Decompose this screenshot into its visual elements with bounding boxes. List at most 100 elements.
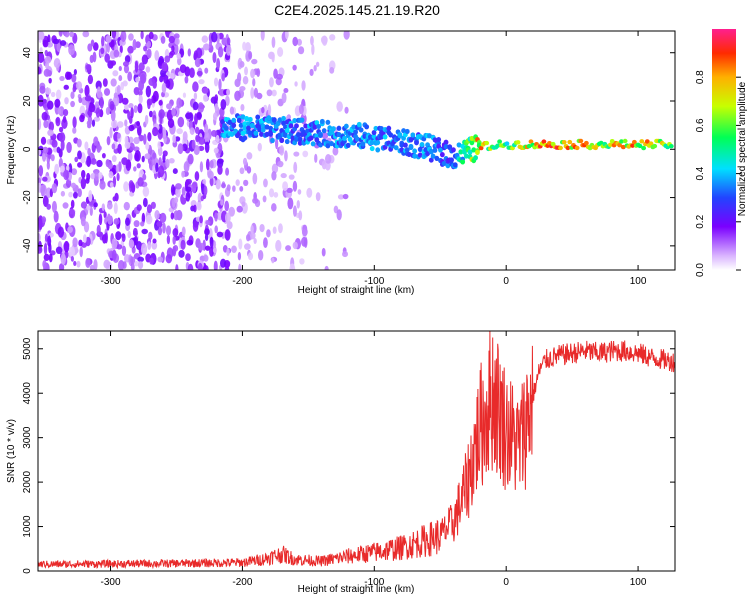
- spectrogram-ridge-mark: [259, 131, 264, 137]
- spectrogram-noise-mark: [64, 71, 71, 80]
- spectrogram-ridge-mark: [355, 136, 360, 142]
- spectrogram-noise-mark: [205, 220, 211, 226]
- spectrogram-noise-mark: [46, 100, 54, 110]
- spectrogram-noise-mark: [193, 92, 198, 100]
- spectrogram-noise-mark: [253, 87, 259, 98]
- spectrogram-noise-mark: [72, 237, 78, 248]
- spectrogram-noise-mark: [226, 248, 230, 256]
- spectrogram-ridge-mark: [430, 153, 436, 159]
- spectrogram-noise-mark: [152, 90, 159, 102]
- spectrogram-noise-mark: [79, 246, 83, 258]
- spectrogram-noise-mark: [78, 97, 83, 104]
- spectrogram-noise-mark: [120, 31, 127, 42]
- spectrogram-ridge-mark: [371, 129, 377, 136]
- spectrogram-noise-mark: [135, 41, 141, 49]
- snr-y-tick-label: 0: [22, 568, 33, 574]
- spectrogram-noise-mark: [152, 238, 157, 244]
- spectrogram-noise-mark: [70, 100, 75, 108]
- spectrogram-noise-mark: [130, 256, 136, 265]
- spectrogram-ridge-mark: [318, 142, 323, 148]
- spectrogram-noise-mark: [127, 45, 134, 54]
- spectrogram-noise-mark: [165, 225, 172, 236]
- spectrogram-noise-mark: [116, 172, 120, 182]
- spectrogram-noise-mark: [234, 78, 241, 88]
- colorbar-ticks: 0.0 0.2 0.4 0.6 0.8: [695, 70, 741, 277]
- spectrogram-noise-mark: [151, 158, 156, 166]
- snr-frame: [37, 330, 676, 572]
- spectrogram-ridge-mark: [277, 117, 283, 123]
- spectrogram-noise-mark: [242, 41, 247, 51]
- spectrogram-noise-mark: [205, 158, 210, 171]
- spectrogram-noise-mark: [301, 80, 306, 91]
- spectrogram-noise-mark: [97, 91, 103, 99]
- spectrogram-x-ticks: -300 -200 -100 0 100: [101, 31, 647, 287]
- spectrogram-noise-mark: [202, 43, 210, 51]
- spectrogram-ridge-mark: [386, 125, 392, 131]
- spectrogram-ridge-mark: [325, 143, 331, 149]
- spectrogram-noise-mark: [204, 141, 210, 154]
- colorbar: 0.0 0.2 0.4 0.6 0.8 Normalized spectral ampl…: [695, 29, 748, 277]
- spectrogram-noise-mark: [140, 31, 144, 40]
- spectrogram-noise-mark: [136, 204, 142, 211]
- spectrogram-noise-mark: [235, 179, 240, 187]
- spectrogram-noise-mark: [170, 184, 176, 196]
- spectrogram-noise-mark: [68, 44, 75, 56]
- spectrogram-noise-mark: [145, 142, 150, 151]
- spectrogram-noise-mark: [125, 217, 131, 226]
- spectrogram-noise-mark: [302, 150, 309, 158]
- spectrogram-noise-mark: [215, 134, 220, 143]
- spectrogram-noise-mark: [84, 95, 92, 102]
- spectrogram-noise-mark: [99, 96, 104, 109]
- spectrogram-y-tick-label: 20: [22, 95, 33, 107]
- spectrogram-ridge-mark: [417, 152, 423, 158]
- spectrogram-noise-mark: [42, 195, 49, 207]
- spectrogram-noise-mark: [55, 246, 63, 255]
- spectrogram-noise-mark: [186, 239, 194, 246]
- spectrogram-noise-mark: [111, 249, 117, 261]
- spectrogram-ridge-mark: [467, 149, 473, 155]
- spectrogram-noise-mark: [134, 261, 139, 267]
- spectrogram-noise-mark: [59, 76, 65, 82]
- spectrogram-noise-mark: [250, 87, 255, 99]
- spectrogram-noise-mark: [138, 62, 145, 71]
- spectrogram-noise-mark: [147, 99, 151, 110]
- spectrogram-noise-mark: [166, 103, 173, 110]
- spectrogram-ridge-mark: [342, 135, 347, 141]
- spectrogram-ridge-mark: [364, 124, 370, 130]
- spectrogram-noise-mark: [279, 145, 285, 156]
- spectrogram-noise-mark: [59, 40, 67, 47]
- spectrogram-noise-mark: [73, 260, 77, 266]
- spectrogram-noise-mark: [142, 173, 147, 181]
- spectrogram-ridge-mark: [319, 118, 325, 125]
- spectrogram-noise-mark: [292, 36, 299, 47]
- spectrogram-noise-mark: [98, 172, 103, 180]
- spectrogram-noise-mark: [68, 246, 76, 257]
- spectrogram-noise-mark: [310, 35, 314, 46]
- spectrogram-noise-mark: [116, 132, 121, 139]
- spectrogram-noise-mark: [342, 193, 349, 200]
- spectrogram-ridge-mark: [331, 126, 336, 132]
- spectrogram-noise-mark: [173, 33, 180, 39]
- spectrogram-noise-mark: [180, 239, 186, 250]
- spectrogram-noise-mark: [241, 201, 246, 207]
- spectrogram-ridge-mark: [441, 160, 447, 167]
- spectrogram-noise-mark: [239, 61, 245, 68]
- spectrogram-ridge-mark: [412, 148, 418, 154]
- spectrogram-ridge-mark: [412, 153, 418, 159]
- spectrogram-ridge-mark: [303, 123, 309, 129]
- spectrogram-noise-mark: [281, 92, 287, 104]
- spectrogram-noise-mark: [133, 235, 139, 246]
- spectrogram-noise-mark: [111, 31, 117, 39]
- snr-y-label: SNR (10 * v/v): [6, 419, 17, 483]
- spectrogram-noise-mark: [176, 128, 183, 135]
- spectrogram-noise-mark: [173, 244, 179, 252]
- snr-x-tick-label: -100: [364, 577, 384, 588]
- spectrogram-y-tick-label: -20: [22, 190, 33, 205]
- spectrogram-noise-mark: [58, 132, 66, 143]
- spectrogram-noise-mark: [276, 73, 283, 80]
- spectrogram-ridge-mark: [432, 147, 438, 153]
- spectrogram-noise-mark: [38, 165, 44, 177]
- spectrogram-noise-mark: [226, 88, 231, 96]
- spectrogram-noise-mark: [142, 197, 148, 208]
- spectrogram-noise-mark: [196, 202, 202, 211]
